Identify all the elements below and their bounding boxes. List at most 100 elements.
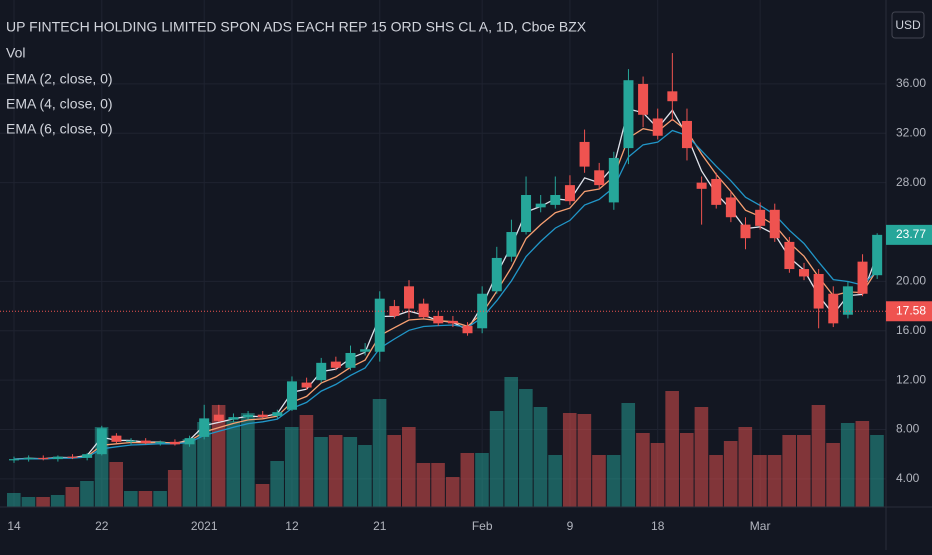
candle-body: [316, 362, 327, 381]
y-tick-label: 8.00: [896, 422, 920, 436]
volume-bar: [489, 411, 504, 507]
volume-bar: [80, 481, 94, 507]
candle-body: [462, 325, 473, 334]
candle-body: [842, 286, 853, 315]
candle-body: [608, 157, 619, 203]
candle-body: [638, 83, 649, 115]
volume-bar: [109, 462, 124, 507]
volume-bar: [548, 455, 562, 507]
volume-bar: [665, 391, 679, 507]
y-tick-label: 20.00: [896, 274, 926, 288]
volume-bar: [723, 441, 738, 507]
candle-body: [433, 315, 444, 324]
candle-body: [521, 195, 532, 233]
candle-body: [784, 241, 795, 270]
volume-bar: [284, 427, 299, 507]
x-tick-label: Feb: [472, 519, 493, 533]
volume-bar: [592, 455, 606, 507]
ref-price-label: 17.58: [896, 303, 926, 317]
x-tick-label: 18: [651, 519, 665, 533]
candle-body: [799, 269, 810, 277]
ema-legend: EMA (2, close, 0): [6, 71, 113, 87]
candle-body: [769, 209, 780, 239]
volume-bar: [870, 435, 884, 507]
candle-body: [506, 232, 517, 257]
candle-body: [579, 141, 590, 167]
volume-bar: [753, 455, 767, 507]
candle-body: [96, 428, 107, 455]
volume-bar: [387, 435, 401, 507]
volume-bar: [255, 484, 270, 507]
ema-legend: EMA (6, close, 0): [6, 121, 113, 137]
candle-body: [345, 352, 356, 368]
candle-body: [286, 381, 297, 410]
candle-body: [330, 361, 341, 368]
candle-body: [140, 440, 151, 444]
y-tick-label: 36.00: [896, 76, 926, 90]
volume-bar: [460, 453, 475, 507]
volume-bar: [314, 437, 328, 507]
candle-body: [872, 234, 883, 276]
volume-bar: [21, 497, 36, 507]
candle-body: [828, 293, 839, 324]
y-tick-label: 32.00: [896, 125, 926, 139]
candle-body: [184, 438, 195, 445]
candle-body: [711, 178, 722, 205]
candle-body: [652, 118, 663, 136]
x-tick-label: 22: [95, 519, 109, 533]
volume-bar: [124, 491, 138, 507]
volume-bar: [241, 413, 255, 507]
volume-bar: [416, 463, 431, 507]
volume-bar: [694, 407, 709, 507]
volume-bar: [372, 399, 387, 507]
volume-label: Vol: [6, 45, 25, 61]
volume-bar: [402, 427, 416, 507]
volume-bar: [270, 461, 284, 507]
x-tick-label: 9: [567, 519, 574, 533]
candle-body: [213, 414, 224, 421]
volume-bar: [7, 493, 21, 507]
x-tick-label: 14: [7, 519, 21, 533]
volume-bar: [343, 437, 358, 507]
candle-body: [550, 195, 561, 205]
candle-body: [9, 459, 19, 461]
candle-body: [82, 454, 93, 458]
candle-body: [199, 418, 210, 437]
volume-bar: [679, 433, 694, 507]
candle-body: [52, 456, 63, 460]
volume-bar: [50, 495, 65, 507]
x-tick-label: 12: [285, 519, 299, 533]
volume-bar: [475, 453, 489, 507]
candle-body: [418, 303, 429, 318]
candle-body: [477, 293, 488, 329]
volume-bar: [431, 463, 445, 507]
volume-bar: [621, 403, 636, 507]
candle-body: [38, 457, 49, 460]
volume-bar: [650, 443, 665, 507]
candle-body: [564, 185, 575, 202]
candle-body: [155, 441, 166, 444]
volume-bar: [636, 433, 650, 507]
volume-bar: [197, 422, 211, 507]
currency-box[interactable]: [891, 11, 925, 39]
volume-bar: [328, 435, 343, 507]
candle-body: [23, 457, 34, 460]
volume-bar: [782, 435, 796, 507]
candle-body: [535, 203, 546, 208]
candle-body: [126, 440, 137, 442]
currency: USD: [895, 18, 921, 32]
y-tick-label: 28.00: [896, 175, 926, 189]
volume-bar: [767, 455, 782, 507]
volume-bar: [840, 423, 855, 507]
volume-bar: [65, 487, 80, 507]
candle-body: [667, 91, 678, 102]
ema-line: [13, 129, 878, 460]
candle-body: [594, 170, 605, 186]
volume-bar: [709, 455, 723, 507]
candle-body: [755, 209, 766, 226]
candle-body: [243, 414, 254, 418]
candle-body: [389, 306, 400, 316]
volume-bar: [445, 477, 460, 507]
volume-bar: [519, 389, 533, 507]
candle-body: [111, 435, 122, 442]
